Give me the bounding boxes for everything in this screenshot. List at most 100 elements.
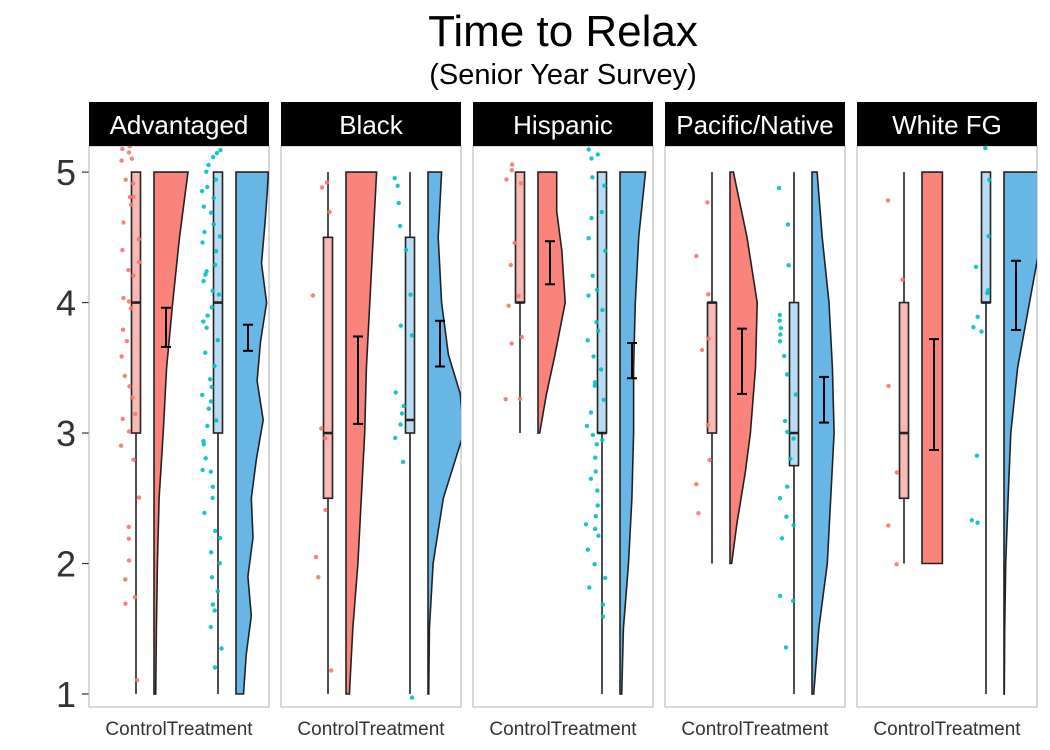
- data-point: [983, 146, 988, 151]
- data-point: [122, 373, 128, 379]
- data-point: [598, 367, 604, 372]
- data-point: [594, 287, 600, 292]
- data-point: [783, 645, 789, 650]
- data-point: [979, 329, 984, 334]
- data-point: [208, 624, 213, 630]
- data-point: [587, 585, 592, 590]
- x-tick-labels: ControlTreatment: [105, 719, 253, 740]
- y-tick-label: 2: [56, 543, 76, 584]
- data-point: [216, 292, 222, 297]
- strip-label: Black: [339, 110, 404, 140]
- facet-panels: Advantaged ControlTreatment Black ControlTr…: [88, 102, 1038, 740]
- data-point: [782, 353, 787, 359]
- data-point: [591, 354, 596, 359]
- data-point: [217, 535, 223, 541]
- strip-label: Hispanic: [513, 110, 613, 140]
- data-point: [509, 168, 514, 173]
- data-point: [588, 476, 594, 481]
- data-point: [782, 418, 788, 424]
- data-point: [602, 183, 607, 188]
- data-point: [126, 536, 131, 541]
- box-treatment: [788, 301, 800, 467]
- data-point: [126, 558, 132, 563]
- y-tick-label: 4: [56, 283, 76, 324]
- data-point: [791, 436, 796, 441]
- data-point: [589, 215, 594, 221]
- data-point: [594, 442, 599, 447]
- data-point: [132, 595, 138, 600]
- data-point: [131, 194, 136, 199]
- data-point: [593, 455, 598, 460]
- data-point: [705, 422, 711, 428]
- data-point: [589, 156, 594, 161]
- data-point: [592, 380, 598, 385]
- data-point: [503, 397, 508, 402]
- data-point: [327, 209, 332, 215]
- data-point: [776, 185, 782, 191]
- data-point: [319, 185, 325, 190]
- violin-treatment: [811, 171, 835, 695]
- data-point: [126, 429, 132, 434]
- data-point: [694, 253, 699, 259]
- data-point: [518, 181, 524, 186]
- strip-label: Advantaged: [110, 110, 249, 140]
- data-point: [120, 416, 125, 422]
- data-point: [203, 350, 208, 355]
- data-point: [600, 437, 605, 443]
- data-point: [135, 678, 140, 683]
- data-point: [128, 306, 134, 311]
- data-point: [791, 522, 796, 528]
- data-point: [399, 411, 405, 416]
- violin-control: [153, 171, 189, 695]
- data-point: [209, 305, 215, 310]
- data-point: [508, 262, 514, 268]
- data-point: [393, 435, 398, 441]
- data-point: [123, 177, 128, 182]
- data-point: [975, 520, 980, 525]
- data-point: [593, 514, 598, 519]
- data-point: [409, 695, 415, 700]
- data-point: [204, 269, 209, 274]
- data-point: [784, 514, 789, 519]
- data-point: [969, 518, 974, 523]
- y-tick-label: 3: [56, 413, 76, 454]
- x-tick-labels: ControlTreatment: [297, 719, 445, 740]
- data-point: [215, 589, 220, 594]
- data-point: [215, 338, 220, 343]
- data-point: [393, 390, 398, 395]
- data-point: [201, 278, 206, 284]
- data-point: [585, 547, 590, 552]
- facet-panel: Black ControlTreatment: [280, 102, 462, 740]
- strip-background: [665, 102, 845, 146]
- data-point: [517, 396, 523, 401]
- data-point: [585, 338, 590, 343]
- facet-panel: Pacific/Native ControlTreatment: [664, 102, 846, 740]
- facet-panel: Advantaged ControlTreatment: [88, 102, 270, 740]
- data-point: [213, 177, 218, 182]
- data-point: [600, 602, 605, 607]
- data-point: [213, 528, 218, 534]
- strip-background: [281, 102, 461, 146]
- data-point: [705, 200, 710, 205]
- data-point: [512, 240, 517, 246]
- data-point: [119, 158, 124, 163]
- data-point: [987, 177, 992, 182]
- data-point: [588, 410, 594, 415]
- data-point: [136, 495, 142, 500]
- data-point: [590, 273, 595, 278]
- data-point: [210, 288, 215, 293]
- data-point: [778, 325, 784, 331]
- data-point: [211, 222, 216, 227]
- data-point: [213, 249, 219, 254]
- data-point: [593, 469, 598, 474]
- data-point: [206, 406, 211, 411]
- data-point: [699, 347, 705, 353]
- data-point: [126, 524, 131, 530]
- data-point: [211, 195, 216, 201]
- data-point: [590, 175, 595, 180]
- data-point: [120, 327, 126, 332]
- violin-treatment: [427, 171, 461, 695]
- data-point: [200, 240, 205, 245]
- data-point: [214, 418, 219, 423]
- y-tick-label: 5: [56, 152, 76, 193]
